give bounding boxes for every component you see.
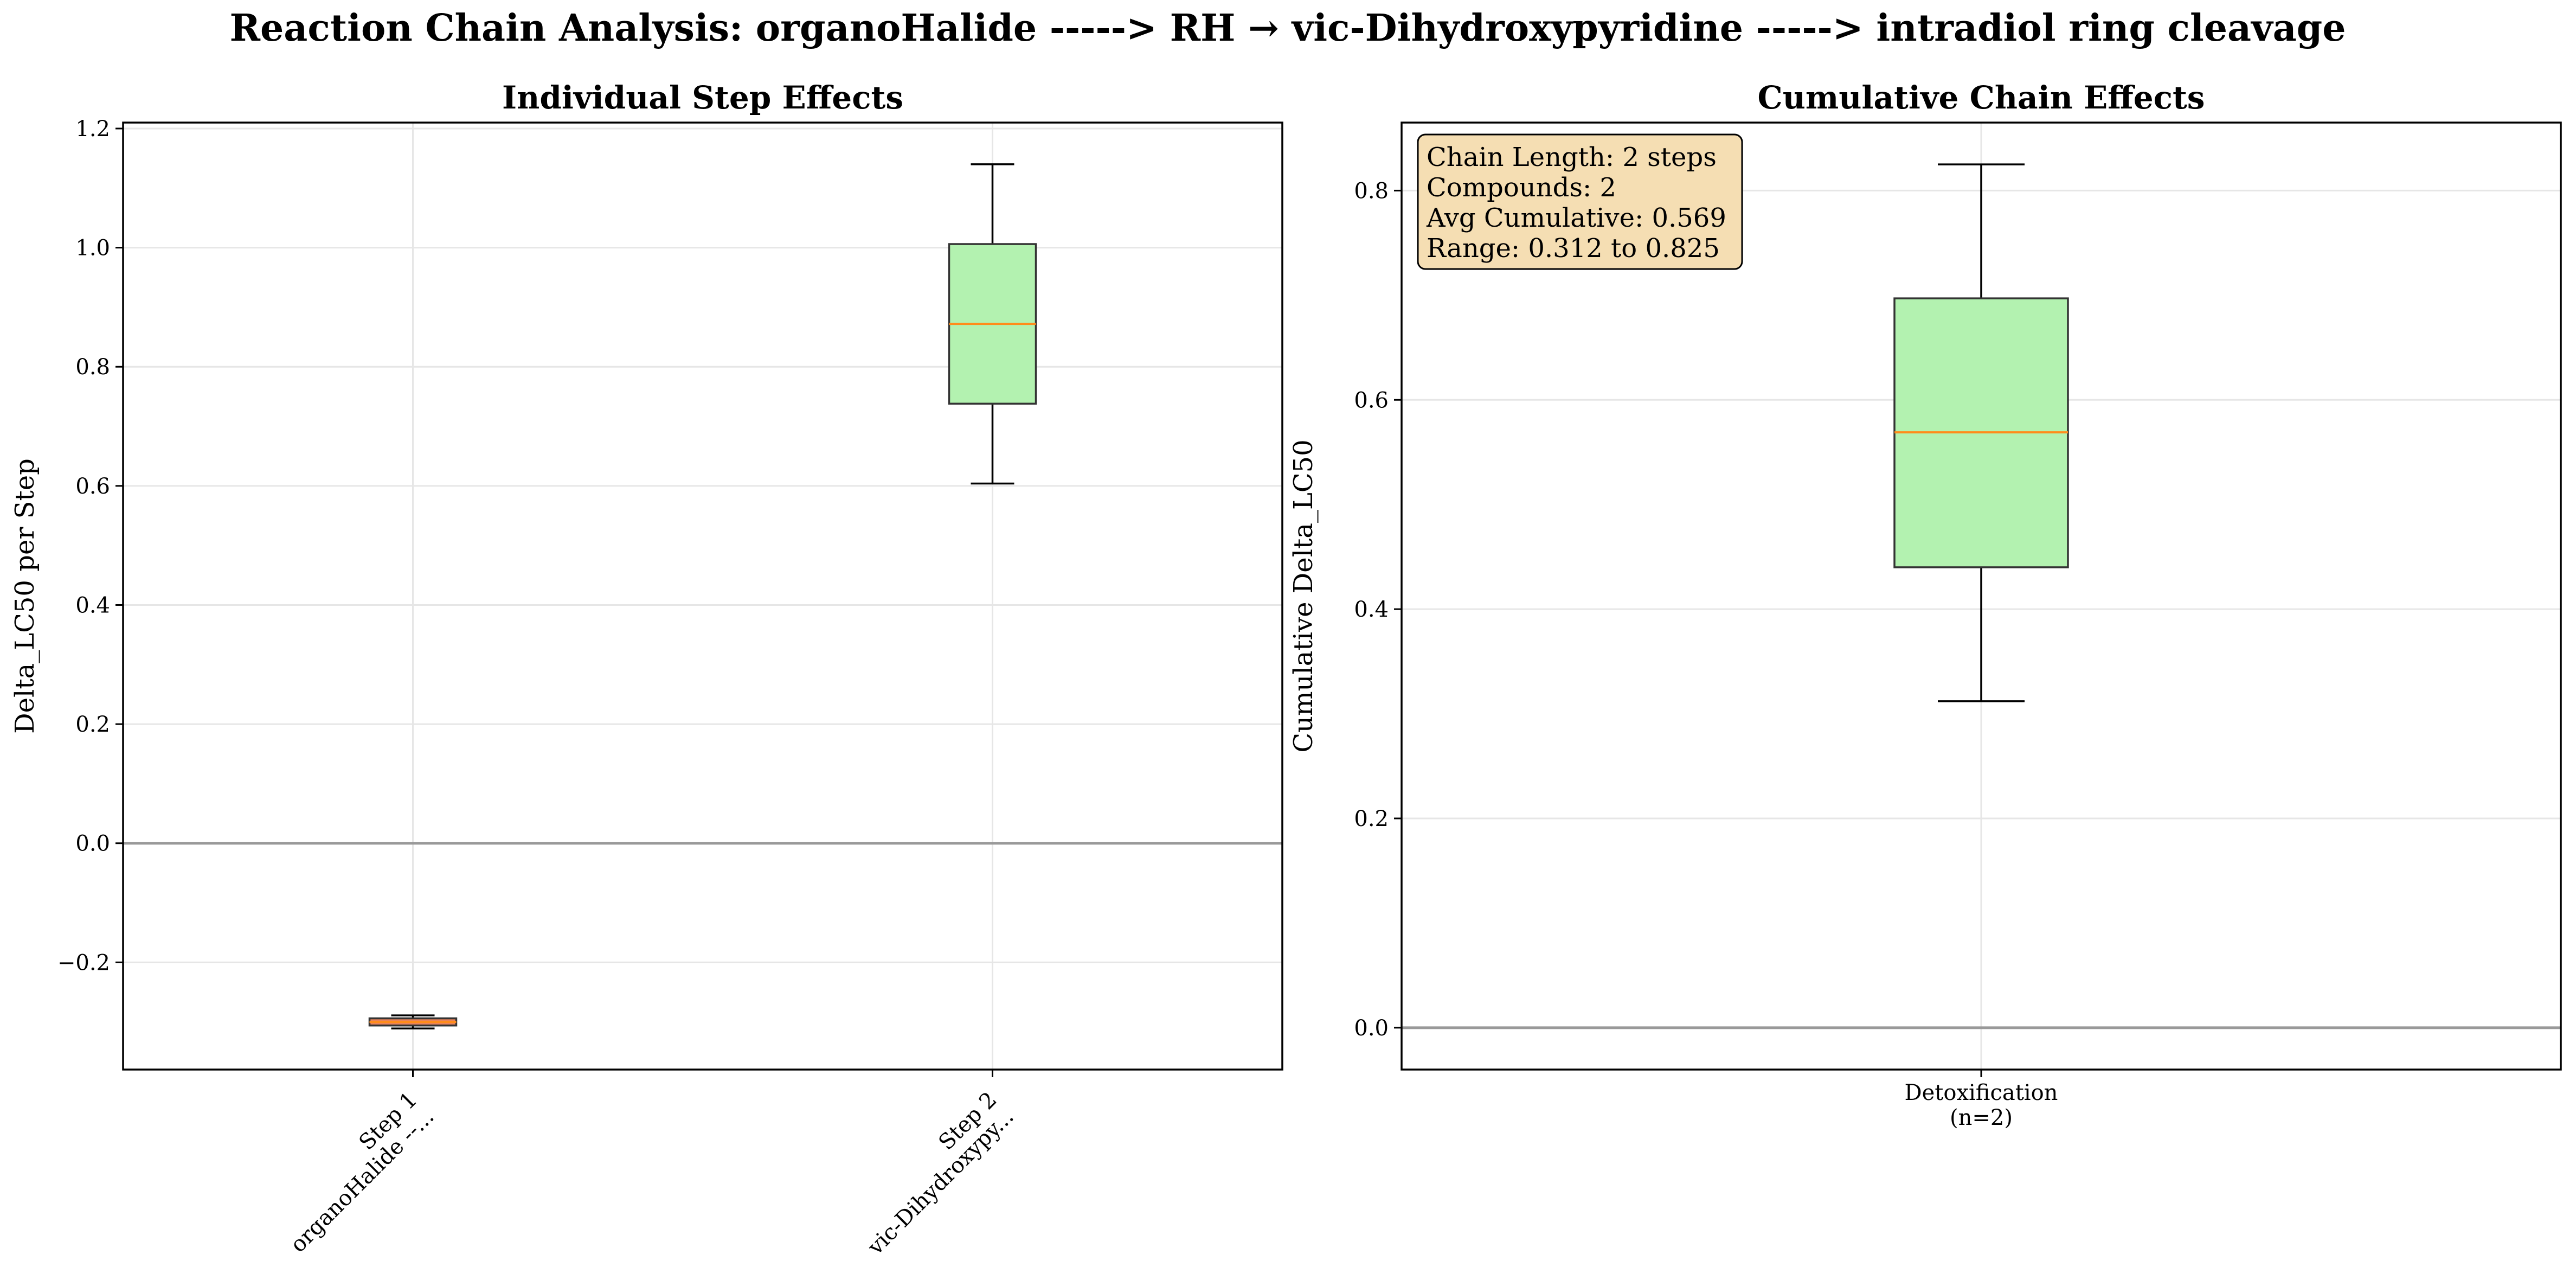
box-step-1 — [368, 1014, 458, 1029]
annotation-line-1: Chain Length: 2 steps — [1427, 142, 1717, 172]
figure-title: Reaction Chain Analysis: organoHalide --… — [230, 7, 2346, 50]
chart-title: Individual Step Effects — [502, 79, 903, 116]
y-tick-label: 0.6 — [1354, 388, 1389, 413]
y-tick-label: 0.8 — [75, 355, 110, 380]
y-tick-label: 0.2 — [1354, 807, 1389, 831]
chart-title: Cumulative Chain Effects — [1758, 79, 2205, 116]
x-tick-label-line: Detoxification — [1905, 1080, 2058, 1105]
y-tick-label: 1.0 — [75, 236, 110, 261]
y-axis-label: Cumulative Delta_LC50 — [1288, 439, 1319, 752]
axes-frame — [122, 121, 1283, 1071]
annotation-line-3: Avg Cumulative: 0.569 — [1426, 203, 1726, 233]
annotation-box — [1417, 133, 1743, 270]
box-detoxification — [1893, 163, 2069, 702]
y-axis-label: Delta_LC50 per Step — [10, 458, 40, 734]
y-tick-label: 0.0 — [75, 831, 110, 856]
y-tick-label: 0.4 — [75, 593, 110, 618]
y-tick-label: 0.6 — [75, 474, 110, 499]
annotation-line-2: Compounds: 2 — [1427, 172, 1616, 203]
cumulative-chain-effects-chart: 0.0 0.2 0.4 0.6 0.8 Detoxification (n=2) Cumula… — [1288, 79, 2562, 1130]
y-tick-label: 0.4 — [1354, 597, 1389, 622]
axes-frame — [1401, 121, 2562, 1071]
y-tick-label: −0.2 — [57, 950, 110, 975]
y-tick-label: 0.8 — [1354, 178, 1389, 203]
y-tick-label: 1.2 — [75, 117, 110, 142]
x-tick-label: Detoxification (n=2) — [1905, 1080, 2058, 1130]
y-tick-label: 0.2 — [75, 712, 110, 737]
box-step-2 — [948, 163, 1037, 485]
y-tick-label: 0.0 — [1354, 1016, 1389, 1041]
annotation-line-4: Range: 0.312 to 0.825 — [1427, 233, 1720, 264]
x-tick-label-line: (n=2) — [1950, 1105, 2013, 1130]
